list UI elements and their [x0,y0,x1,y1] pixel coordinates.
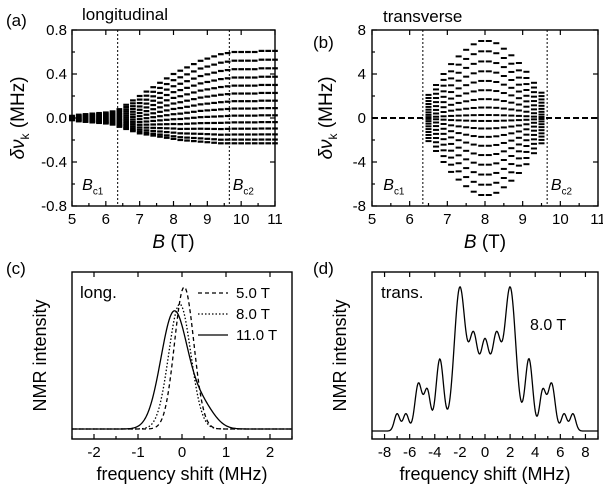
panel-label: (a) [6,11,27,30]
legend-label: 5.0 T [236,285,270,302]
x-tick-label: 11 [590,211,603,228]
y-tick-label: -0.4 [41,154,67,171]
x-tick-label: 6 [556,444,564,461]
panel-a: 5 6 7 8 9 10 11 -0.8 -0.4 0.0 0.4 0.8 Bc1 Bc2 (a) longi… [6,5,283,253]
x-tick-label: 11 [267,211,283,228]
x-tick-label: 8 [481,211,489,228]
x-tick-label: 6 [405,211,413,228]
y-axis-label: δνk (MHz) [8,76,32,159]
x-tick-label: 8 [169,211,177,228]
x-tick-label: 5 [368,211,376,228]
x-axis-label: frequency shift (MHz) [96,464,267,484]
x-tick-label: -2 [87,444,100,461]
panel-title: long. [80,283,117,302]
x-tick-label: 8 [581,444,589,461]
x-tick-label: 10 [233,211,250,228]
x-tick-label: 0 [178,444,186,461]
bc2-label: Bc2 [233,177,255,197]
panel-title: longitudinal [82,5,168,24]
x-tick-label: 5 [68,211,76,228]
panel-c: -2 -1 0 1 2 5.0 T 8.0 T 11.0 T (c) long. frequency… [6,259,293,484]
y-tick-label: 0.8 [46,22,67,39]
panel-b: 5 6 7 8 9 10 11 -8 -4 0 4 8 Bc1 Bc2 (b) transverse B (T)… [313,7,603,253]
panel-label: (c) [6,259,26,278]
x-axis-label: B (T) [464,232,506,253]
x-axis-label: B (T) [152,232,194,253]
x-tick-label: 4 [531,444,539,461]
y-tick-label: 0 [358,110,366,127]
x-tick-label: 0 [481,444,489,461]
bc1-label: Bc1 [82,177,104,197]
x-tick-label: 7 [443,211,451,228]
spectrum-line [372,285,598,432]
y-tick-label: -8 [353,198,366,215]
x-tick-label: -2 [453,444,466,461]
x-tick-label: -1 [131,444,144,461]
y-tick-label: 8 [358,22,366,39]
bc2-label: Bc2 [551,177,573,197]
panel-title: transverse [383,7,462,26]
x-tick-label: 10 [552,211,569,228]
y-tick-label: 0.0 [46,110,67,127]
x-tick-label: -4 [428,444,441,461]
y-tick-label: -0.8 [41,198,67,215]
bc1-label: Bc1 [383,177,405,197]
y-tick-label: -4 [353,154,366,171]
y-axis-label: δνk (MHz) [316,76,340,159]
x-tick-label: 9 [518,211,526,228]
panel-d: -8 -6 -4 -2 0 2 4 6 8 (d) trans. 8.0 T frequency shi… [313,259,599,484]
x-tick-label: -8 [378,444,391,461]
axes-frame [71,29,276,207]
x-tick-label: 2 [266,444,274,461]
legend-label: 11.0 T [236,327,277,344]
x-tick-label: 7 [135,211,143,228]
x-tick-label: 1 [222,444,230,461]
y-axis-label: NMR intensity [30,299,50,411]
x-tick-label: 6 [102,211,110,228]
x-tick-label: -6 [403,444,416,461]
x-axis-label: frequency shift (MHz) [399,464,570,484]
field-annotation: 8.0 T [530,317,566,334]
panel-label: (b) [313,33,334,52]
x-tick-label: 2 [506,444,514,461]
legend-label: 8.0 T [236,306,270,323]
y-axis-label: NMR intensity [330,299,350,411]
panel-label: (d) [313,259,334,278]
panel-title: trans. [381,283,424,302]
spectrum-line-110 [72,310,292,430]
y-tick-label: 4 [358,66,366,83]
y-tick-label: 0.4 [46,66,67,83]
x-tick-label: 9 [203,211,211,228]
